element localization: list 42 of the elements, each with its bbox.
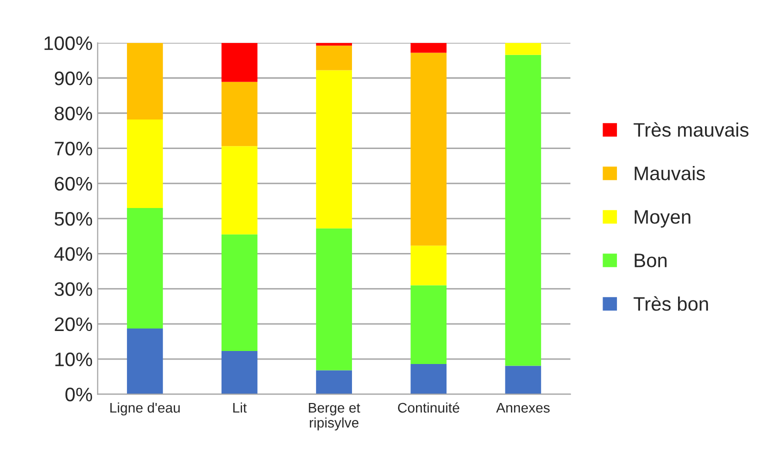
bar <box>316 46 352 70</box>
x-tick-label: Continuité <box>398 402 460 413</box>
bar <box>505 42 542 55</box>
y-tick-label: 70% <box>54 142 92 156</box>
legend-label: Moyen <box>634 210 690 228</box>
bar <box>410 42 447 53</box>
legend-label: Très mauvais <box>634 122 748 137</box>
bar <box>505 366 542 394</box>
bar <box>126 328 163 394</box>
bar <box>126 42 163 120</box>
bar <box>222 350 258 394</box>
y-tick-label: 10% <box>55 352 92 366</box>
y-tick-label: 50% <box>54 212 92 226</box>
y-tick-label: 80% <box>54 106 92 120</box>
bar <box>126 208 163 328</box>
legend-label: Mauvais <box>634 166 705 180</box>
bar <box>410 246 447 286</box>
bar <box>222 234 258 351</box>
bar <box>410 364 447 394</box>
y-tick-label: 90% <box>54 71 92 86</box>
bar <box>222 146 258 234</box>
bar <box>505 54 542 366</box>
bar <box>126 119 163 208</box>
x-tick-label: Lit <box>233 402 247 413</box>
bar <box>222 82 258 146</box>
bar <box>222 42 258 82</box>
x-tick-label: Annexes <box>496 403 550 413</box>
bar <box>410 285 447 364</box>
y-tick-label: 60% <box>54 176 92 191</box>
y-tick-label: 0% <box>65 388 92 402</box>
y-tick-label: 40% <box>54 247 92 261</box>
bar <box>316 228 352 370</box>
legend-label: Très bon <box>634 296 708 311</box>
y-tick-label: 100% <box>44 36 92 50</box>
y-tick-label: 20% <box>54 317 92 332</box>
bar <box>316 370 352 394</box>
legend-label: Bon <box>634 254 667 268</box>
y-tick-label: 30% <box>54 282 92 296</box>
bar <box>316 70 352 228</box>
x-tick-label: Ligne d'eau <box>110 402 180 416</box>
x-tick-label: Berge et ripisylve <box>308 403 360 430</box>
bar <box>410 52 447 246</box>
